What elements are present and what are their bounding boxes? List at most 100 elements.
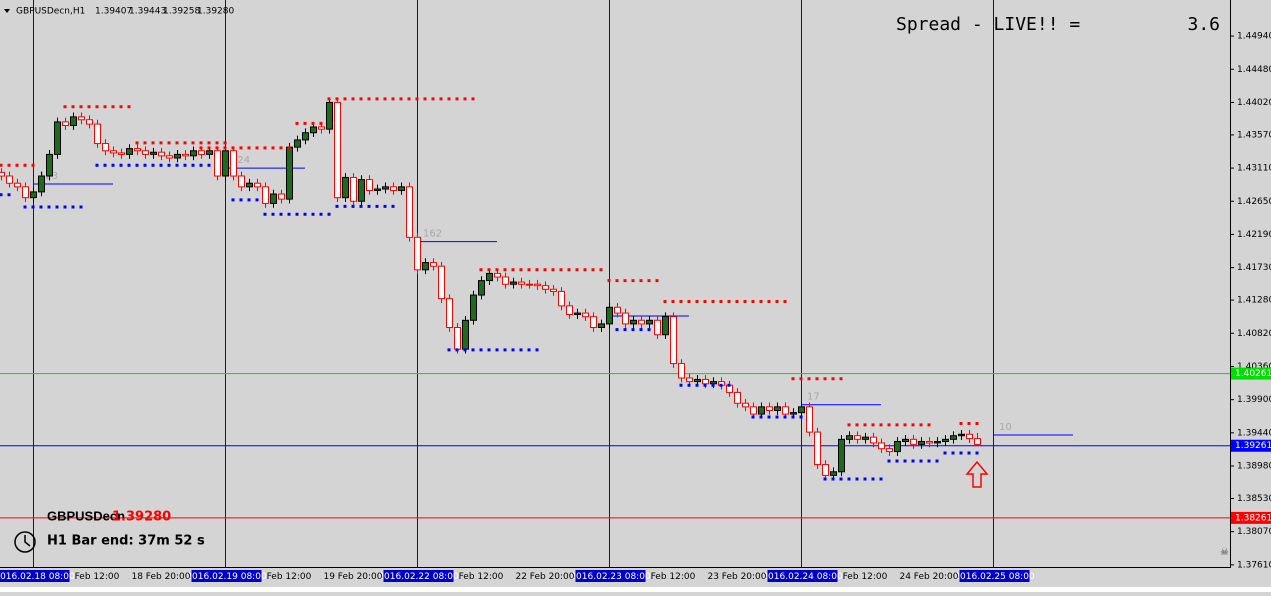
- separator-label: 2016.02.24 08:00: [762, 572, 843, 582]
- candle-body: [238, 175, 245, 188]
- candle-body: [766, 406, 773, 411]
- candle-body: [142, 150, 149, 155]
- candle-body: [518, 281, 525, 285]
- y-tick-label: 1.44480: [1237, 65, 1271, 75]
- price-label: 1.40261: [1235, 369, 1271, 379]
- price-label-box: [1231, 511, 1271, 524]
- header-quote: 1.39258: [163, 7, 200, 17]
- candle-body: [598, 323, 605, 329]
- candle-body: [542, 285, 549, 290]
- x-tick-label: Feb 12:00: [459, 572, 504, 582]
- candle-body: [670, 316, 677, 365]
- candle-body: [678, 363, 685, 379]
- candle-body: [846, 435, 853, 440]
- signal-arrow: [965, 460, 989, 488]
- candle-body: [862, 436, 869, 440]
- candle-body: [70, 116, 77, 127]
- price-label: 1.39261: [1235, 441, 1271, 451]
- separator-label-box: [0, 570, 70, 582]
- candle-body: [950, 435, 957, 440]
- y-tick-label: 1.37610: [1237, 560, 1271, 570]
- candle-body: [206, 150, 213, 155]
- y-tick-label: 1.40360: [1237, 362, 1271, 372]
- candle-body: [166, 155, 173, 159]
- separator-label-box: [767, 570, 838, 582]
- candle-body: [926, 440, 933, 444]
- pivot-label: 10: [999, 422, 1012, 433]
- candle-body: [134, 148, 141, 152]
- clock-icon: [14, 531, 36, 553]
- candle-body: [174, 153, 181, 159]
- candle-body: [334, 101, 341, 199]
- candle-body: [654, 319, 661, 336]
- candle-body: [798, 406, 805, 414]
- candle-body: [838, 438, 845, 473]
- candle-body: [662, 316, 669, 336]
- y-tick-label: 1.38530: [1237, 494, 1271, 504]
- candle-body: [406, 186, 413, 238]
- y-tick-label: 1.41730: [1237, 263, 1271, 273]
- y-tick-label: 1.40820: [1237, 329, 1271, 339]
- candle-body: [558, 290, 565, 307]
- price-label: 1.38261: [1235, 513, 1271, 523]
- candle-body: [526, 283, 533, 286]
- candle-body: [966, 433, 973, 440]
- scrollbar: [0, 587, 1271, 592]
- candle-body: [646, 319, 653, 325]
- x-tick-label: 19 Feb 20:00: [323, 572, 382, 582]
- candle-body: [918, 440, 925, 445]
- candle-body: [550, 288, 557, 292]
- candle-body: [326, 101, 333, 130]
- x-tick-label: 23 Feb 20:00: [707, 572, 766, 582]
- candle-body: [182, 153, 189, 157]
- y-tick-label: 1.42650: [1237, 197, 1271, 207]
- candle-body: [414, 236, 421, 271]
- pivot-label: 17: [807, 392, 820, 403]
- header-quote: 1.39280: [197, 7, 234, 17]
- candle-body: [686, 377, 693, 383]
- candle-body: [110, 150, 117, 154]
- separator-label-box: [191, 570, 262, 582]
- x-tick-label: Feb 12:00: [651, 572, 696, 582]
- candle-body: [934, 440, 941, 444]
- candle-body: [806, 406, 813, 433]
- candle-body: [622, 312, 629, 325]
- info-symbol: GBPUSDecn: [47, 508, 125, 523]
- candle-body: [814, 431, 821, 466]
- candle-body: [158, 151, 165, 157]
- spread-label: Spread - LIVE!! =: [896, 14, 1080, 35]
- candle-body: [638, 319, 645, 325]
- candle-body: [390, 186, 397, 191]
- candle-body: [734, 391, 741, 404]
- separator-label: 2016.02.23 08:00: [570, 572, 651, 582]
- candle-body: [702, 378, 709, 385]
- candle-body: [878, 442, 885, 450]
- y-tick-label: 1.44940: [1237, 32, 1271, 42]
- candle-body: [502, 276, 509, 285]
- candle-body: [454, 327, 461, 350]
- candle-body: [46, 153, 53, 177]
- separator-label: 2016.02.18 08:00: [0, 572, 75, 582]
- candle-body: [486, 272, 493, 282]
- candle-body: [958, 433, 965, 437]
- candle-body: [894, 440, 901, 453]
- candle-body: [478, 280, 485, 296]
- candle-body: [286, 146, 293, 200]
- candle-body: [78, 116, 85, 121]
- candle-body: [318, 126, 325, 130]
- y-tick-label: 1.38070: [1237, 527, 1271, 537]
- bar-end-timer: H1 Bar end: 37m 52 s: [47, 534, 205, 549]
- candle-body: [214, 150, 221, 177]
- x-tick-label: Feb 12:00: [843, 572, 888, 582]
- candle-body: [118, 152, 125, 155]
- candle-body: [438, 265, 445, 300]
- candle-body: [262, 186, 269, 204]
- candle-body: [198, 150, 205, 155]
- candle-body: [566, 305, 573, 316]
- candle-body: [830, 471, 837, 476]
- candle-body: [342, 176, 349, 199]
- separator-label-box: [575, 570, 646, 582]
- y-tick-label: 1.44020: [1237, 98, 1271, 108]
- candle-body: [902, 438, 909, 442]
